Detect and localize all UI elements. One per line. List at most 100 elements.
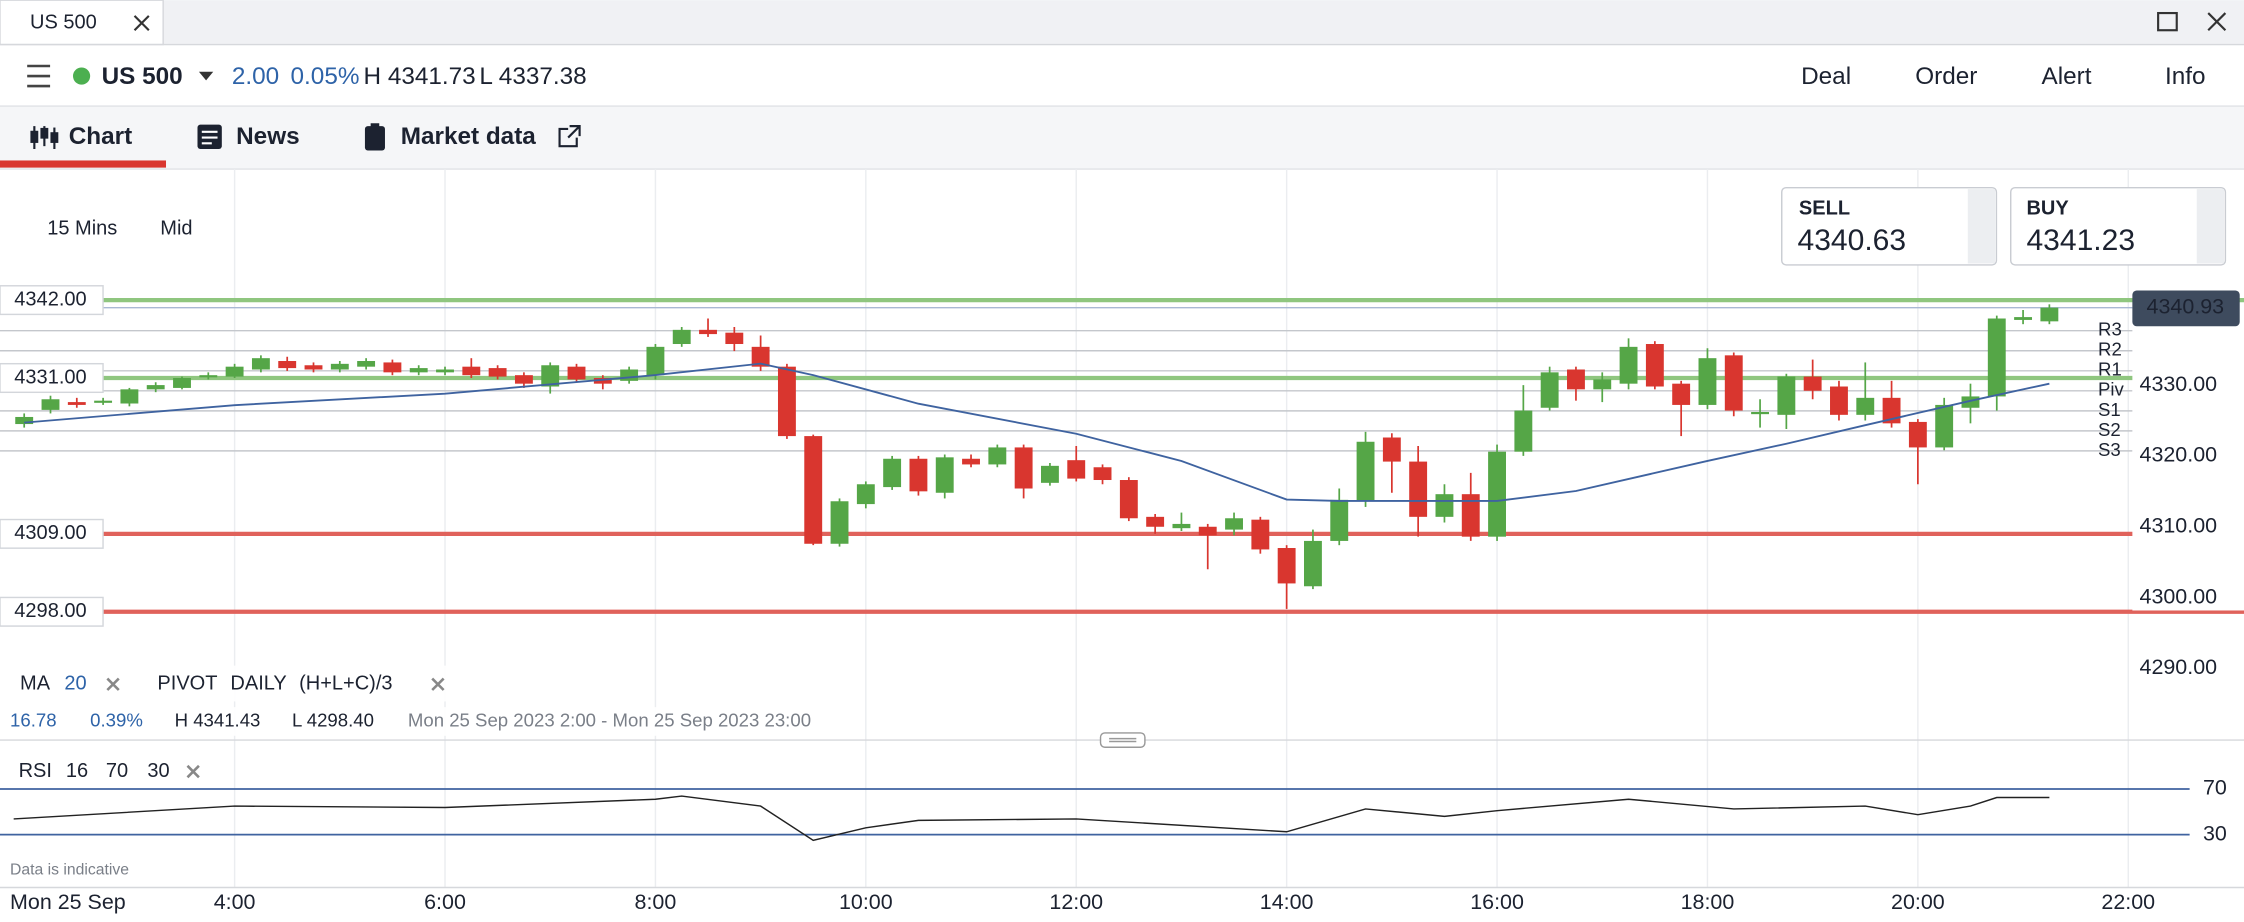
candle-body	[1698, 358, 1717, 405]
order-button[interactable]: Order	[1915, 63, 1977, 90]
status-dot	[72, 67, 91, 85]
ma-remove[interactable]	[106, 677, 120, 691]
candle-body	[2014, 317, 2033, 320]
candle-body	[830, 501, 849, 544]
y-tick-label-bg	[2132, 372, 2244, 398]
candle-body	[251, 358, 270, 370]
candle-body	[67, 402, 86, 405]
candle-body	[357, 361, 376, 367]
level-label-box	[0, 596, 104, 627]
news-tab[interactable]: News	[236, 123, 300, 150]
instrument-dropdown[interactable]	[198, 71, 214, 81]
candle-body	[330, 363, 349, 370]
buy-button[interactable]	[2010, 186, 2227, 266]
candle-body	[1856, 397, 1875, 415]
candle-body	[199, 375, 218, 378]
y-tick-label-bg	[2132, 513, 2244, 540]
ma-period: 20	[64, 673, 86, 695]
resize-handle[interactable]	[1099, 732, 1146, 748]
candle-body	[1908, 421, 1927, 448]
range-change: 16.78	[10, 709, 57, 730]
candle-body	[620, 369, 639, 381]
candle-body	[1567, 369, 1585, 390]
sell-button-edge	[1967, 189, 1995, 264]
rsi-line	[13, 795, 2050, 842]
rsi-tick-label: 70	[2203, 776, 2227, 800]
x-tick-label: 18:00	[1681, 890, 1735, 914]
market-data-icon-clip	[370, 123, 380, 129]
tab-bar	[0, 0, 2244, 45]
candle-body	[1172, 523, 1191, 529]
interval-selector[interactable]: 15 Mins	[47, 217, 117, 239]
indicator-bar	[0, 665, 461, 702]
candle-body	[1014, 447, 1033, 489]
level-label: 4331.00	[14, 366, 86, 388]
close-button[interactable]	[2207, 12, 2227, 31]
candle-body	[856, 484, 875, 505]
y-tick-label-bg	[2132, 584, 2244, 611]
y-tick-label: 4310.00	[2140, 513, 2218, 537]
buy-price: 4341.23	[2026, 224, 2135, 257]
stats-bar	[0, 707, 859, 736]
candle-body	[1461, 494, 1480, 537]
pivot-formula: (H+L+C)/3	[299, 673, 392, 695]
rsi-remove[interactable]	[186, 764, 200, 779]
moving-average	[24, 362, 2050, 502]
market-data-tab[interactable]: Market data	[401, 123, 537, 150]
pivot-label: S2	[2098, 419, 2121, 440]
y-tick-label: 4300.00	[2140, 584, 2218, 608]
candle-body	[462, 366, 481, 376]
day-high: H 4341.73	[364, 63, 476, 90]
candle-body	[146, 385, 165, 390]
info-button[interactable]: Info	[2165, 63, 2206, 90]
menu-button[interactable]	[27, 64, 51, 88]
y-tick-label: 4330.00	[2140, 372, 2218, 396]
candle-body	[409, 368, 428, 373]
candle-body	[646, 346, 665, 376]
tab-close[interactable]	[133, 15, 150, 31]
candle-body	[804, 436, 823, 544]
pivot-remove[interactable]	[431, 677, 445, 691]
instrument-name[interactable]: US 500	[102, 63, 183, 90]
candle-body	[1593, 379, 1612, 390]
candle-body	[120, 389, 139, 404]
price-type-selector[interactable]: Mid	[160, 217, 192, 239]
y-tick-label: 4290.00	[2140, 655, 2218, 679]
news-icon-lines	[201, 130, 218, 145]
candle-body	[1225, 518, 1243, 530]
disclaimer: Data is indicative	[10, 861, 129, 878]
x-tick-label: 22:00	[2101, 890, 2155, 914]
sell-button[interactable]	[1781, 186, 1998, 266]
pivot-label: S3	[2098, 439, 2121, 460]
level-label: 4298.00	[14, 600, 86, 622]
ma-label: MA	[20, 673, 51, 695]
y-tick-label: 4320.00	[2140, 443, 2218, 467]
pivot-label: R1	[2098, 359, 2122, 380]
candle-body	[2040, 307, 2059, 322]
alert-button[interactable]: Alert	[2042, 63, 2092, 90]
candle-body	[1093, 467, 1112, 481]
candle-body	[1514, 410, 1533, 452]
tab[interactable]	[0, 0, 164, 46]
candle-body	[883, 458, 902, 488]
deal-button[interactable]: Deal	[1801, 63, 1851, 90]
active-tab-indicator	[0, 160, 167, 168]
candle-body	[1935, 404, 1954, 448]
candle-body	[1882, 397, 1901, 424]
candle-body	[1251, 519, 1270, 550]
buy-button-edge	[2196, 189, 2224, 264]
x-tick-label: 20:00	[1891, 890, 1945, 914]
chart: 4:00 6:00 8:00 10:00 12:00 14:00 16:00 18:00 20:…	[0, 169, 2244, 914]
candle-body	[1382, 437, 1401, 462]
pivot-label: R3	[2098, 319, 2122, 340]
maximize-button[interactable]	[2157, 11, 2178, 32]
candle-body	[1198, 526, 1217, 536]
sell-label: SELL	[1799, 197, 1850, 219]
sell-price: 4340.63	[1797, 224, 1906, 257]
candle-body	[1356, 441, 1375, 502]
chart-tab[interactable]: Chart	[69, 123, 133, 150]
toolbar	[28, 209, 215, 250]
candle-body	[699, 329, 717, 335]
level-label-box	[0, 518, 104, 549]
x-tick-label: 12:00	[1049, 890, 1103, 914]
